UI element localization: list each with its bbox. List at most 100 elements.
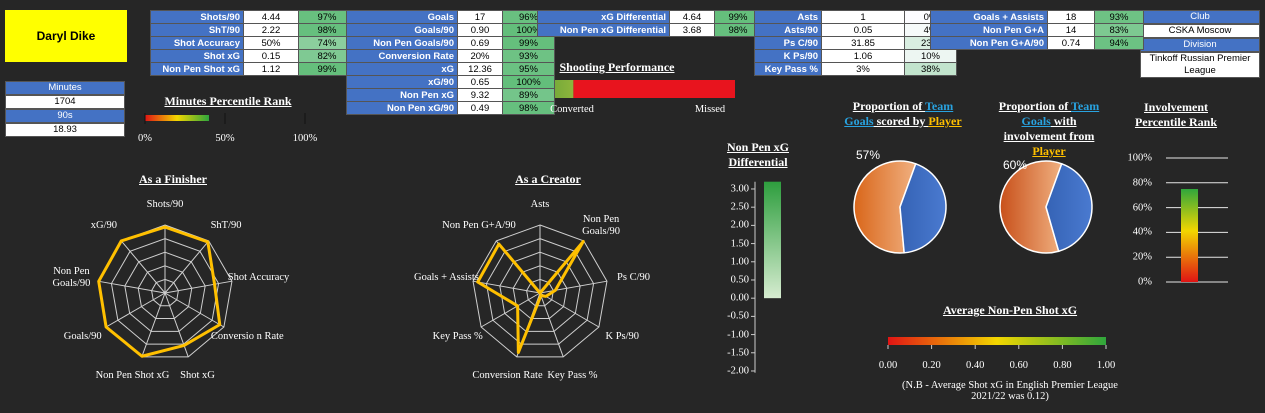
- x-tick-label: 50%: [215, 133, 235, 144]
- legend-label: Missed: [694, 104, 726, 115]
- spoke: [164, 240, 210, 294]
- chart-title: Involvement Percentile Rank: [1134, 100, 1218, 129]
- title-part: Proportion of: [852, 99, 925, 113]
- stat-value: 0.49: [457, 101, 503, 115]
- table-row: Asts/900.054%: [754, 23, 957, 37]
- bar: [1181, 189, 1198, 282]
- table-header: Club: [1140, 10, 1260, 24]
- grid-ring: [137, 265, 193, 320]
- axis-label: Shot Accuracy: [227, 271, 290, 283]
- info-table: Minutes 1704 90s 18.93: [5, 81, 125, 137]
- stat-label: Non Pen xG Differential: [537, 23, 670, 37]
- stat-label: K Ps/90: [754, 49, 822, 63]
- table-row: xG/90 0.65 100%: [346, 75, 555, 89]
- stat-value: 50%: [243, 36, 299, 50]
- spoke: [539, 280, 608, 294]
- stat-percentile: 10%: [904, 49, 957, 63]
- stat-label: Ps C/90: [754, 36, 822, 50]
- stat-table: Goals + Assists 18 93% Non Pen G+A 14 83% Non …: [930, 10, 1144, 50]
- stat-label: Non Pen Shot xG: [150, 62, 244, 76]
- pie-slice: [999, 160, 1063, 254]
- x-tick-label: 0%: [138, 133, 152, 144]
- chart-title: As a Finisher: [138, 172, 208, 186]
- stat-percentile: 98%: [714, 23, 762, 37]
- rank-bar: [145, 115, 209, 121]
- stat-label: Asts/90: [754, 23, 822, 37]
- axis-label: Non Pen Goals/90: [582, 213, 621, 237]
- table-row: Non Pen xG 9.32 89%: [346, 88, 555, 102]
- axis-label: xG/90: [90, 219, 118, 231]
- y-tick-label: 100%: [1127, 152, 1153, 164]
- stat-value: 14: [1047, 23, 1095, 37]
- stat-percentile: 82%: [298, 49, 356, 63]
- stat-table: Goals 17 96% Goals/90 0.90 100% Non Pen Goals/…: [346, 10, 555, 115]
- spoke: [120, 240, 166, 294]
- table-row: Shot xG 0.15 82%: [150, 49, 356, 63]
- y-tick-label: 60%: [1132, 202, 1152, 214]
- stat-label: ShT/90: [150, 23, 244, 37]
- stacked-segment: [573, 80, 735, 98]
- spoke: [539, 292, 564, 358]
- axis-label: Shots/90: [146, 199, 184, 210]
- table-row: Goals 17 96%: [346, 10, 555, 24]
- x-tick-label: 0.20: [922, 360, 941, 371]
- grid-ring: [499, 251, 581, 332]
- stat-value: 0.15: [243, 49, 299, 63]
- grid-ring: [472, 224, 608, 358]
- value-label: 57%: [855, 148, 881, 162]
- stat-value: 31.85: [821, 36, 905, 50]
- y-tick-label: -1.50: [727, 347, 749, 359]
- stat-percentile: 100%: [502, 75, 555, 89]
- stat-label: xG: [346, 62, 458, 76]
- stat-label: Conversion Rate: [346, 49, 458, 63]
- y-tick-label: 2.00: [730, 219, 749, 231]
- table-row: xG 12.36 95%: [346, 62, 555, 76]
- chart-title: Non Pen xG Differential: [726, 140, 789, 169]
- stat-percentile: 98%: [502, 101, 555, 115]
- spoke: [164, 280, 233, 294]
- table-row: Conversion Rate 20% 93%: [346, 49, 555, 63]
- stat-value: 9.32: [457, 88, 503, 102]
- table-row: Non Pen xG/90 0.49 98%: [346, 101, 555, 115]
- y-tick-label: 1.50: [730, 238, 749, 250]
- value-label: 60%: [1002, 158, 1028, 172]
- table-value: 18.93: [5, 123, 125, 137]
- stat-percentile: 89%: [502, 88, 555, 102]
- color-scale: [888, 337, 1106, 345]
- y-tick-label: 0.50: [730, 274, 749, 286]
- bar: [764, 181, 781, 299]
- y-tick-label: 0.00: [730, 292, 749, 304]
- table-row: Shot Accuracy 50% 74%: [150, 36, 356, 50]
- stat-percentile: 95%: [502, 62, 555, 76]
- stat-label: Shot Accuracy: [150, 36, 244, 50]
- stat-value: 4.44: [243, 10, 299, 24]
- table-row: Goals + Assists 18 93%: [930, 10, 1144, 24]
- stat-percentile: 83%: [1094, 23, 1144, 37]
- y-tick-label: 2.50: [730, 201, 749, 213]
- stat-value: 12.36: [457, 62, 503, 76]
- stat-percentile: 99%: [298, 62, 356, 76]
- stat-value: 0.74: [1047, 36, 1095, 50]
- stat-value: 0.90: [457, 23, 503, 37]
- table-header: Division: [1140, 38, 1260, 52]
- stat-percentile: 99%: [502, 36, 555, 50]
- table-row: Key Pass % 3% 38%: [754, 62, 957, 76]
- grid-ring: [151, 278, 179, 307]
- table-row: ShT/90 2.22 98%: [150, 23, 356, 37]
- stat-percentile: 93%: [502, 49, 555, 63]
- chart-title: Minutes Percentile Rank: [164, 94, 292, 108]
- title-part: scored by: [873, 114, 929, 128]
- y-tick-label: 40%: [1132, 226, 1152, 238]
- radar-line: [97, 225, 222, 358]
- y-tick-label: 3.00: [730, 183, 749, 195]
- stat-value: 3%: [821, 62, 905, 76]
- stat-label: Non Pen G+A: [930, 23, 1048, 37]
- y-tick-label: 0%: [1138, 276, 1152, 288]
- spoke: [164, 292, 225, 328]
- axis-label: Conversion Rate: [472, 369, 543, 381]
- spoke: [472, 280, 541, 294]
- table-row: Non Pen Goals/90 0.69 99%: [346, 36, 555, 50]
- stat-table: Shots/90 4.44 97% ShT/90 2.22 98% Shot Accurac…: [150, 10, 356, 76]
